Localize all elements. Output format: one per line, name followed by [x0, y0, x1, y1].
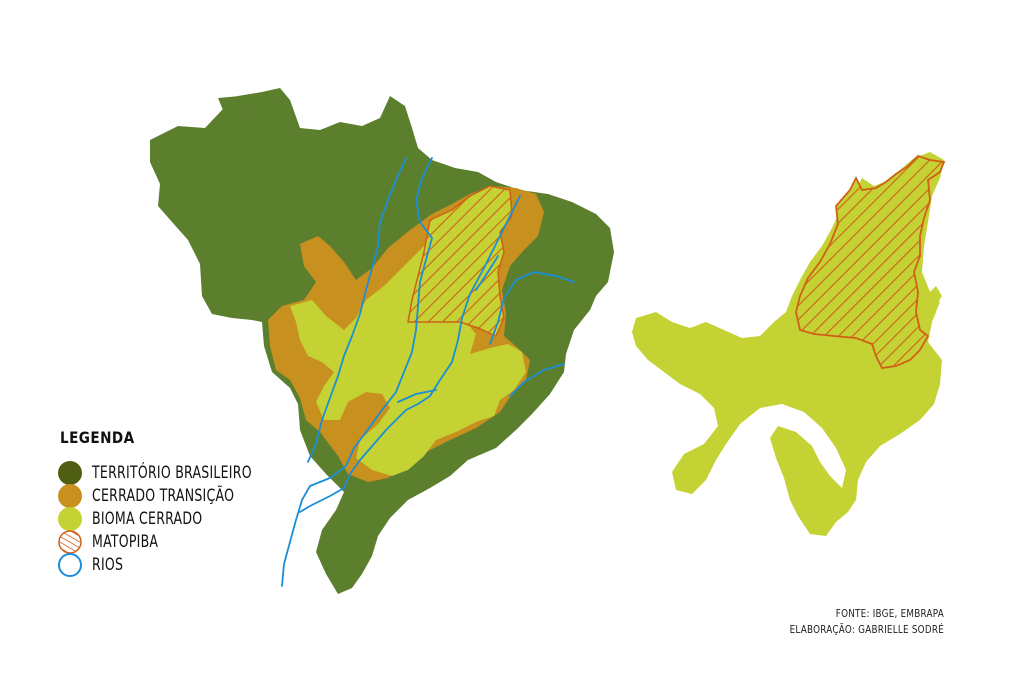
cerrado-swatch — [58, 506, 82, 531]
legend-item-territory: TERRITÓRIO BRASILEIRO — [58, 460, 287, 485]
legend-label-rivers: RIOS — [92, 554, 124, 575]
legend: LEGENDA TERRITÓRIO BRASILEIRO CERRADO TR… — [58, 428, 287, 577]
legend-item-transition: CERRADO TRANSIÇÃO — [58, 483, 287, 508]
transition-swatch — [58, 483, 82, 508]
rivers — [281, 157, 575, 587]
legend-label-cerrado: BIOMA CERRADO — [92, 508, 203, 529]
legend-item-matopiba: MATOPIBA — [58, 529, 287, 554]
matopiba-detail — [795, 154, 946, 369]
river-3 — [299, 195, 521, 513]
legend-label-territory: TERRITÓRIO BRASILEIRO — [92, 462, 252, 483]
river-5 — [509, 363, 565, 397]
river-7 — [475, 255, 499, 291]
rivers-swatch — [58, 552, 82, 577]
legend-item-cerrado: BIOMA CERRADO — [58, 506, 287, 531]
matopiba-swatch — [58, 529, 82, 554]
legend-label-transition: CERRADO TRANSIÇÃO — [92, 485, 235, 506]
matopiba-brazil — [407, 185, 513, 337]
territory-swatch — [58, 460, 82, 485]
source-credits: FONTE: IBGE, EMBRAPA ELABORAÇÃO: GABRIEL… — [790, 606, 944, 638]
river-1 — [307, 157, 407, 463]
author-line: ELABORAÇÃO: GABRIELLE SODRÉ — [789, 623, 944, 636]
river-6 — [397, 389, 437, 403]
territory-north-bump — [218, 96, 246, 122]
legend-label-matopiba: MATOPIBA — [92, 531, 159, 552]
cerrado-detail-fragment — [926, 286, 942, 308]
source-line: FONTE: IBGE, EMBRAPA — [835, 607, 944, 620]
river-4 — [489, 271, 575, 345]
legend-item-rivers: RIOS — [58, 552, 287, 577]
legend-title: LEGENDA — [60, 428, 135, 447]
river-2 — [281, 157, 433, 587]
